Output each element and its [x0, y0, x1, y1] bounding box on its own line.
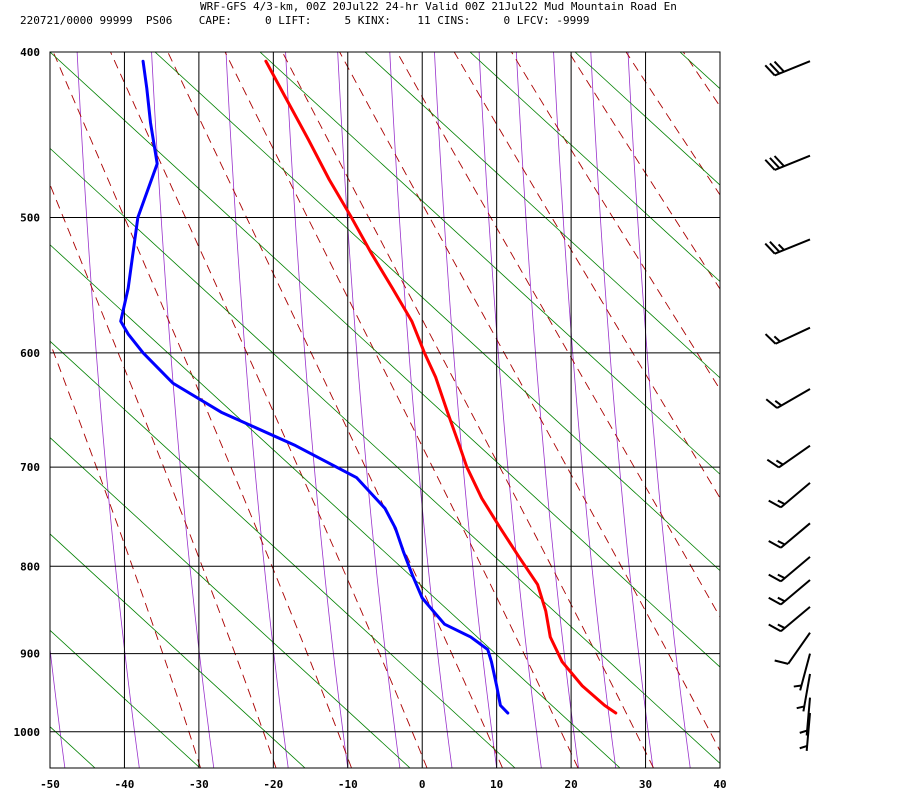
dry-adiabat-line	[339, 52, 720, 752]
chart-title: WRF-GFS 4/3-km, 00Z 20Jul22 24-hr Valid …	[200, 0, 677, 13]
wind-barb	[799, 697, 811, 736]
wind-barb	[768, 579, 811, 606]
wind-barb	[764, 154, 811, 171]
x-tick-label: 10	[490, 778, 503, 791]
sounding-profiles	[119, 59, 618, 715]
mixing-ratio-line	[50, 645, 66, 768]
dry-adiabat-line	[281, 52, 654, 768]
wind-barb	[793, 653, 811, 691]
wind-barb	[765, 388, 811, 409]
dry-adiabat-line	[110, 52, 428, 768]
dry-adiabat-line	[50, 341, 201, 768]
moist-adiabat-line	[574, 52, 720, 186]
mixing-ratio-line	[76, 52, 140, 768]
temperature-profile-line	[264, 59, 618, 715]
mixing-ratio-line	[151, 52, 215, 768]
dry-adiabat-line	[511, 52, 720, 391]
mixing-ratio-line	[478, 52, 542, 768]
y-tick-label: 500	[20, 212, 40, 225]
x-tick-label: -10	[338, 778, 358, 791]
x-tick-label: 20	[564, 778, 577, 791]
y-tick-label: 1000	[14, 726, 41, 739]
wind-barb	[764, 238, 811, 255]
mixing-ratio-line	[225, 52, 289, 768]
wind-barb	[764, 326, 811, 345]
y-tick-label: 900	[20, 648, 40, 661]
wind-barbs	[764, 60, 811, 751]
wind-barb	[766, 444, 811, 469]
moist-adiabat-line	[50, 52, 720, 668]
mixing-ratio-line	[590, 52, 654, 768]
grid-lines	[50, 52, 720, 768]
wind-barb	[764, 60, 811, 77]
mixing-ratio-line	[627, 52, 691, 768]
y-tick-label: 800	[20, 560, 40, 573]
moist-adiabat-line	[259, 52, 720, 475]
moist-adiabat-line	[364, 52, 720, 379]
dry-adiabat-line	[798, 52, 900, 768]
x-tick-label: -40	[115, 778, 135, 791]
mixing-ratio-line	[285, 52, 349, 768]
y-tick-label: 700	[20, 461, 40, 474]
moist-adiabat-line	[50, 533, 306, 768]
x-tick-label: 0	[419, 778, 426, 791]
y-tick-labels: 400 500 600 700 800 900 1000	[14, 46, 41, 739]
y-tick-label: 600	[20, 347, 40, 360]
wind-barb	[768, 606, 811, 633]
dry-adiabat-line	[741, 52, 900, 768]
moist-adiabat-line	[154, 52, 720, 572]
plot-frame	[49, 51, 721, 769]
moist-adiabat-line	[50, 436, 411, 768]
mixing-ratio-line	[515, 52, 579, 768]
dry-adiabat-line	[224, 52, 579, 768]
dewpoint-profile-line	[119, 59, 510, 715]
station-indices: 220721/0000 99999 PS06 CAPE: 0 LIFT: 5 K…	[20, 14, 590, 27]
x-tick-label: 30	[639, 778, 652, 791]
mixing-ratio-line	[553, 52, 617, 768]
dry-adiabat-line	[453, 52, 720, 499]
plot-background	[50, 52, 720, 768]
dry-adiabat-line	[396, 52, 720, 618]
x-tick-label: -50	[40, 778, 60, 791]
moist-adiabat-line	[469, 52, 720, 283]
dry-adiabat-line	[855, 52, 900, 768]
wind-barb	[768, 556, 811, 583]
adiabat-lines	[50, 52, 900, 768]
moist-adiabat-line	[50, 340, 516, 768]
moist-adiabat-line	[50, 147, 720, 764]
x-tick-label: -20	[263, 778, 283, 791]
dry-adiabat-line	[50, 183, 277, 768]
wind-barb	[796, 673, 811, 712]
wind-barb	[768, 482, 811, 509]
moist-adiabat-line	[50, 244, 621, 768]
mixing-ratio-line	[389, 52, 453, 768]
chart-header: WRF-GFS 4/3-km, 00Z 20Jul22 24-hr Valid …	[0, 0, 900, 36]
wind-barb	[799, 712, 811, 751]
dry-adiabat-line	[167, 52, 503, 768]
x-tick-label: 40	[713, 778, 726, 791]
moist-adiabat-line	[50, 629, 201, 768]
x-tick-labels: -50 -40 -30 -20 -10 0 10 20 30 40	[40, 778, 727, 791]
wind-barb	[774, 632, 811, 665]
x-tick-label: -30	[189, 778, 209, 791]
mixing-ratio-line	[434, 52, 498, 768]
wind-barb	[768, 522, 811, 549]
y-tick-label: 400	[20, 46, 40, 59]
